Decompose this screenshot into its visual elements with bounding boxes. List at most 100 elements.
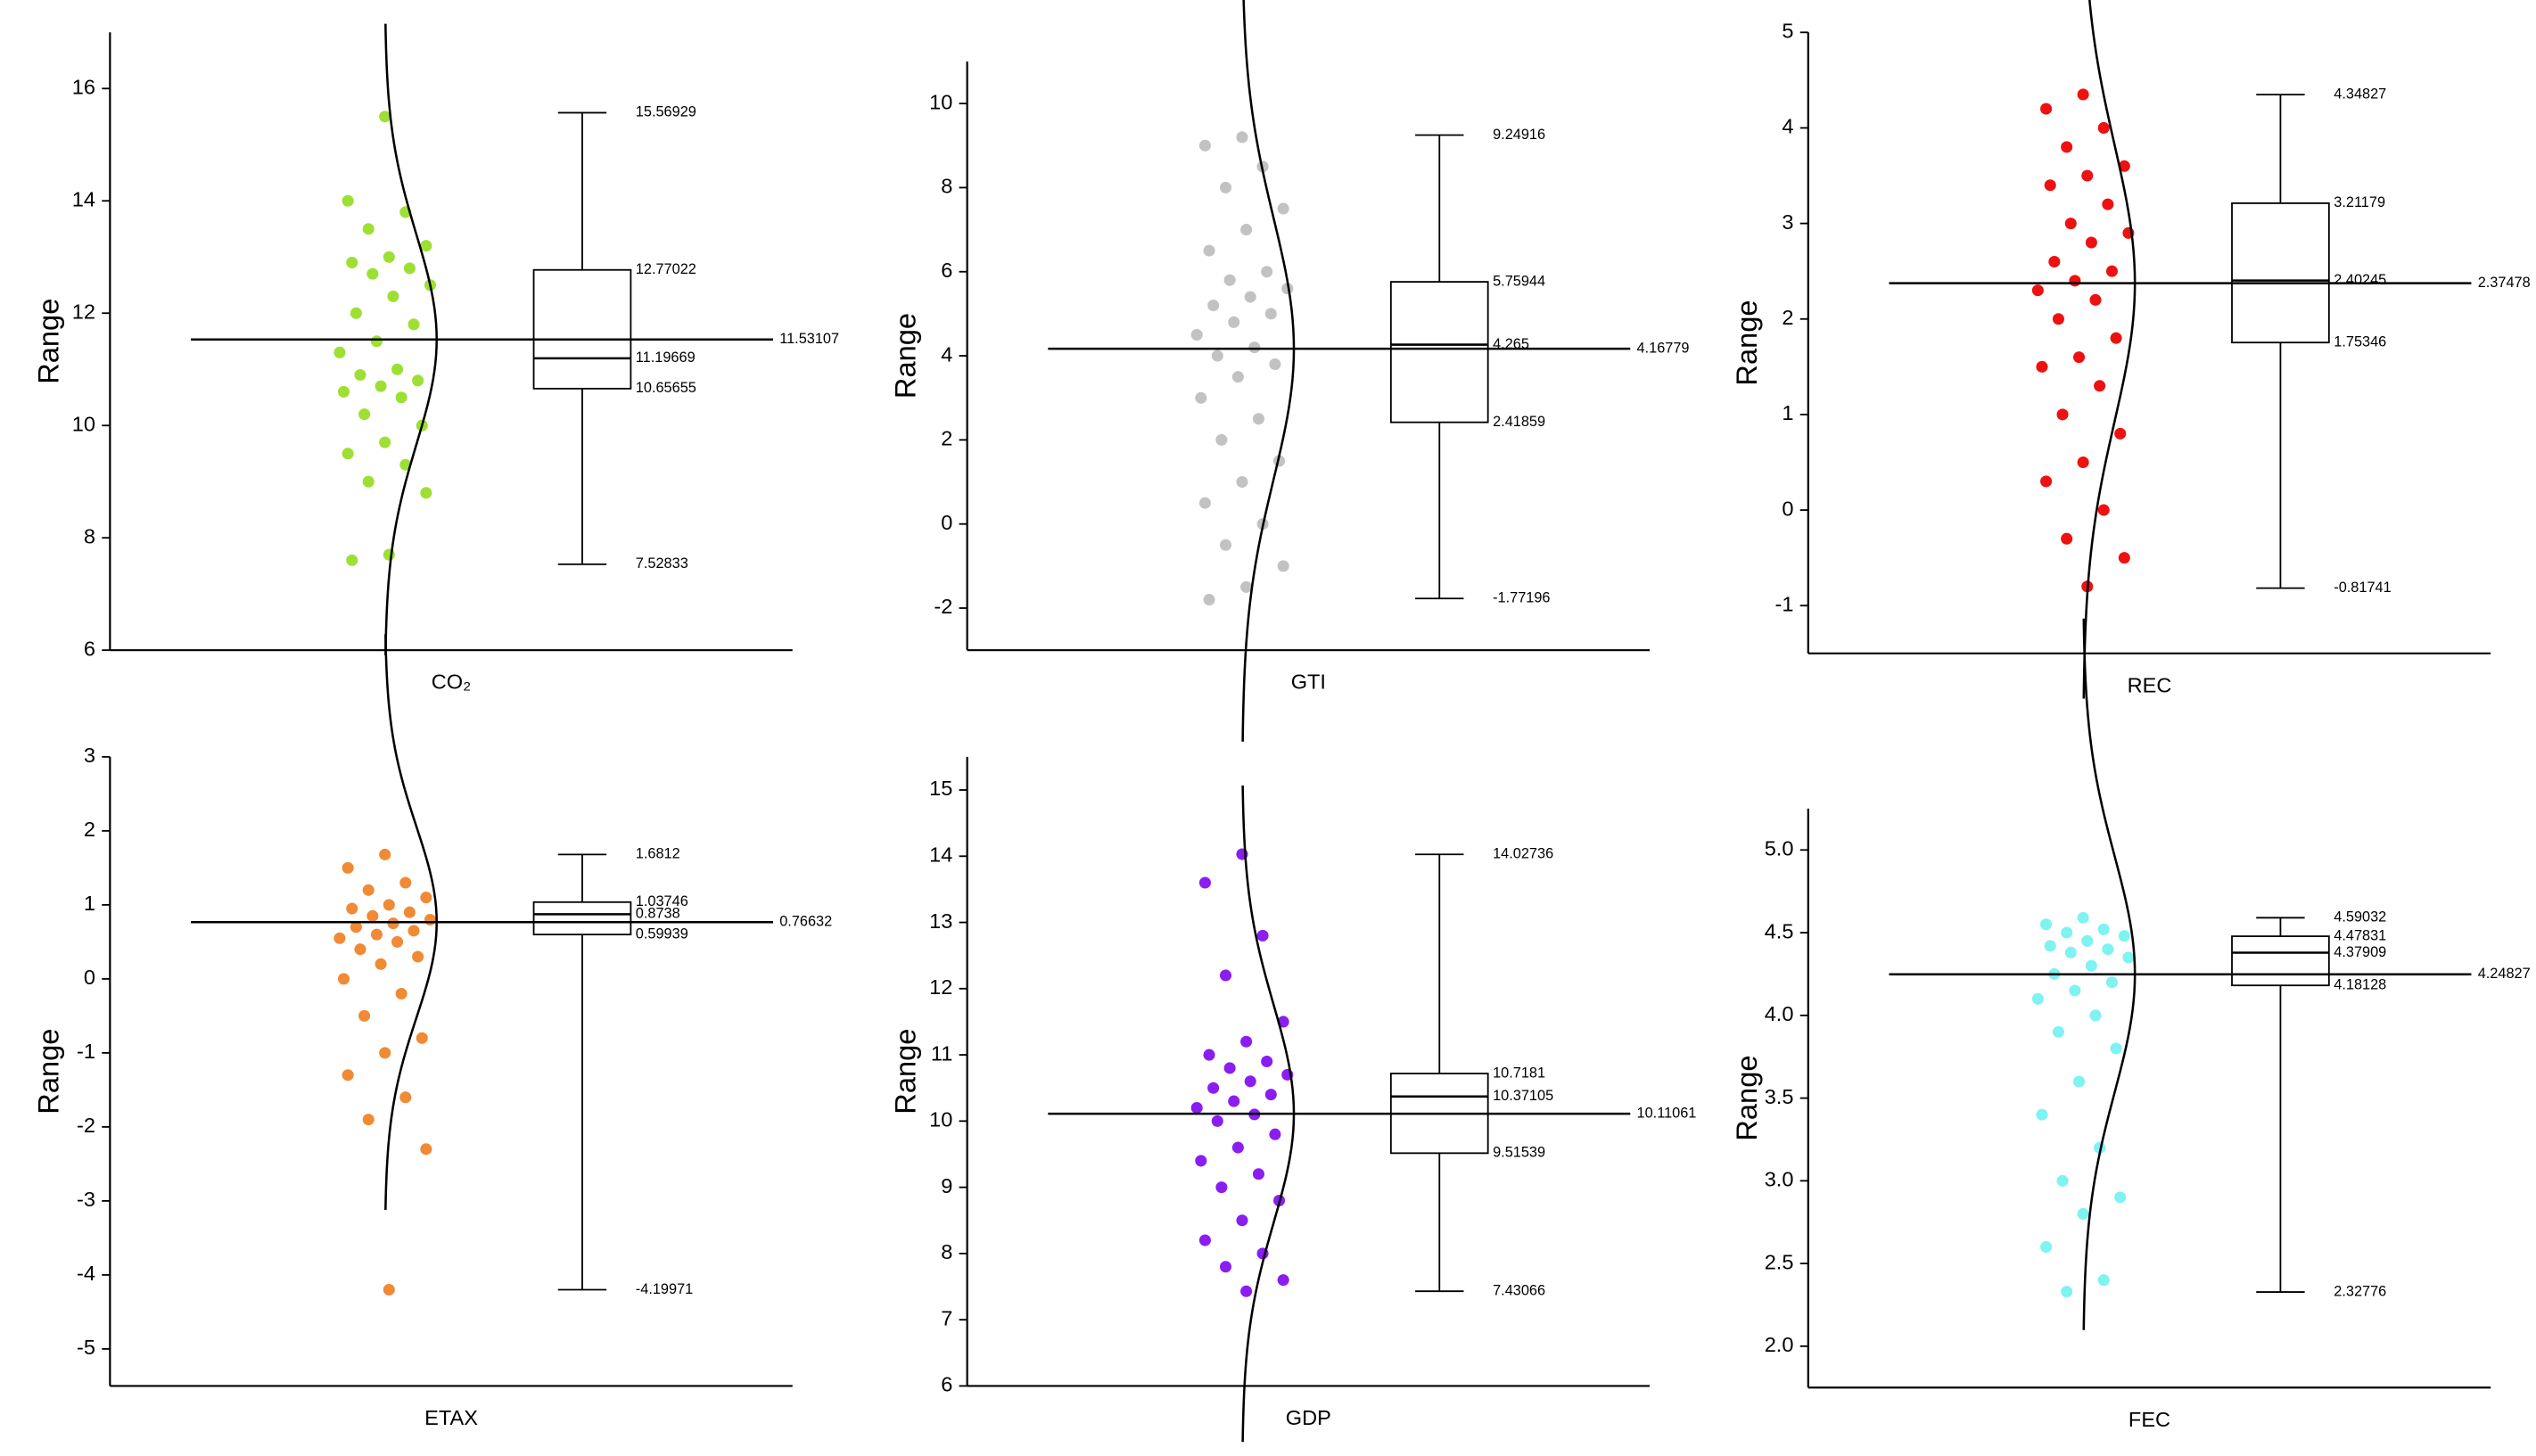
- data-point: [1231, 1141, 1244, 1154]
- mean-label: 10.11061: [1637, 1105, 1697, 1121]
- data-point: [366, 909, 379, 922]
- data-point: [1219, 539, 1232, 551]
- data-point: [342, 1069, 354, 1082]
- data-point: [1277, 202, 1289, 215]
- y-tick-label: 0: [84, 966, 95, 989]
- y-axis-label: Range: [1730, 1056, 1763, 1141]
- data-point: [2097, 504, 2110, 516]
- box-label: 10.7181: [1493, 1065, 1545, 1081]
- data-point: [1248, 341, 1261, 354]
- box-label: -0.81741: [2334, 580, 2391, 596]
- box: [532, 901, 632, 936]
- box-label: 4.47831: [2334, 927, 2386, 943]
- data-point: [2040, 475, 2053, 488]
- box-label: 5.75944: [1493, 273, 1545, 289]
- data-point: [2110, 1042, 2122, 1055]
- y-tick-label: 4.0: [1765, 1002, 1794, 1025]
- data-point: [1198, 139, 1211, 152]
- box-label: 4.59032: [2334, 909, 2386, 925]
- y-tick-label: 3: [84, 744, 95, 767]
- data-point: [2081, 169, 2094, 182]
- data-point: [2085, 236, 2097, 249]
- data-point: [2061, 532, 2073, 545]
- x-axis-label: GDP: [1286, 1406, 1331, 1429]
- data-point: [1236, 476, 1248, 489]
- box: [532, 268, 632, 390]
- data-point: [383, 899, 395, 911]
- data-point: [2048, 255, 2061, 267]
- data-point: [1244, 1075, 1256, 1088]
- mean-label: 0.76632: [779, 914, 832, 930]
- data-point: [342, 194, 354, 207]
- y-tick-label: 10: [72, 412, 95, 435]
- box-label: 2.40245: [2334, 272, 2386, 288]
- y-tick-label: 1: [1782, 401, 1793, 424]
- y-tick-label: 4: [941, 342, 952, 366]
- y-tick-label: 2: [84, 818, 95, 841]
- data-point: [2031, 992, 2044, 1005]
- box-label: 10.37105: [1493, 1088, 1553, 1104]
- y-tick-label: 5.0: [1765, 837, 1794, 860]
- data-point: [2110, 332, 2122, 344]
- data-point: [2064, 218, 2077, 230]
- y-tick-label: 12: [929, 975, 952, 999]
- data-point: [2077, 1207, 2089, 1220]
- data-point: [2089, 293, 2102, 306]
- data-point: [1228, 316, 1240, 328]
- data-point: [1240, 1285, 1253, 1297]
- box-label: 14.02736: [1493, 846, 1553, 862]
- box-label: 1.75346: [2334, 333, 2386, 350]
- y-tick-label: 8: [941, 175, 952, 198]
- y-tick-label: 7: [941, 1306, 952, 1329]
- y-axis-label: Range: [1730, 300, 1763, 385]
- data-point: [1264, 308, 1277, 320]
- data-point: [358, 1009, 371, 1022]
- box-label: 2.32776: [2334, 1283, 2386, 1299]
- y-axis-label: Range: [31, 1029, 64, 1115]
- data-point: [1211, 350, 1223, 362]
- y-tick-label: 3: [1782, 210, 1793, 234]
- data-point: [375, 380, 387, 392]
- box-label: 4.34827: [2334, 86, 2386, 102]
- data-point: [2094, 380, 2106, 392]
- y-tick-label: 8: [84, 524, 95, 547]
- data-point: [379, 111, 391, 123]
- box-label: 9.51539: [1493, 1145, 1545, 1161]
- data-point: [408, 925, 420, 937]
- data-point: [420, 892, 432, 904]
- box-label: 0.8738: [636, 906, 680, 922]
- mean-label: 2.37478: [2478, 275, 2531, 291]
- y-tick-label: 5: [1782, 20, 1793, 43]
- data-point: [2085, 959, 2097, 972]
- data-point: [362, 1114, 375, 1126]
- data-point: [1219, 969, 1232, 982]
- y-tick-label: 6: [941, 1373, 952, 1396]
- data-point: [2077, 911, 2089, 924]
- box-label: 4.37909: [2334, 944, 2386, 960]
- data-point: [1256, 929, 1269, 942]
- data-point: [2056, 408, 2069, 421]
- box-label: 10.65655: [636, 380, 696, 396]
- x-axis-label: ETAX: [424, 1406, 478, 1429]
- x-axis-label: FEC: [2128, 1408, 2170, 1431]
- data-point: [362, 884, 375, 896]
- box-label: 3.21179: [2334, 194, 2385, 210]
- data-point: [1261, 1055, 1273, 1068]
- data-point: [1203, 594, 1215, 606]
- data-point: [346, 257, 358, 269]
- y-tick-label: 16: [72, 76, 95, 99]
- y-tick-label: 3.0: [1765, 1168, 1794, 1191]
- data-point: [1240, 580, 1253, 593]
- data-point: [420, 240, 432, 252]
- data-point: [2056, 1174, 2069, 1187]
- y-axis-label: Range: [889, 313, 922, 399]
- data-point: [1228, 1095, 1240, 1107]
- data-point: [346, 902, 358, 915]
- data-point: [2052, 1025, 2064, 1038]
- data-point: [2118, 552, 2130, 564]
- box-label: 1.6812: [636, 846, 680, 862]
- x-axis-label: CO₂: [432, 670, 472, 694]
- data-point: [1277, 1274, 1289, 1287]
- y-tick-label: 14: [929, 843, 952, 866]
